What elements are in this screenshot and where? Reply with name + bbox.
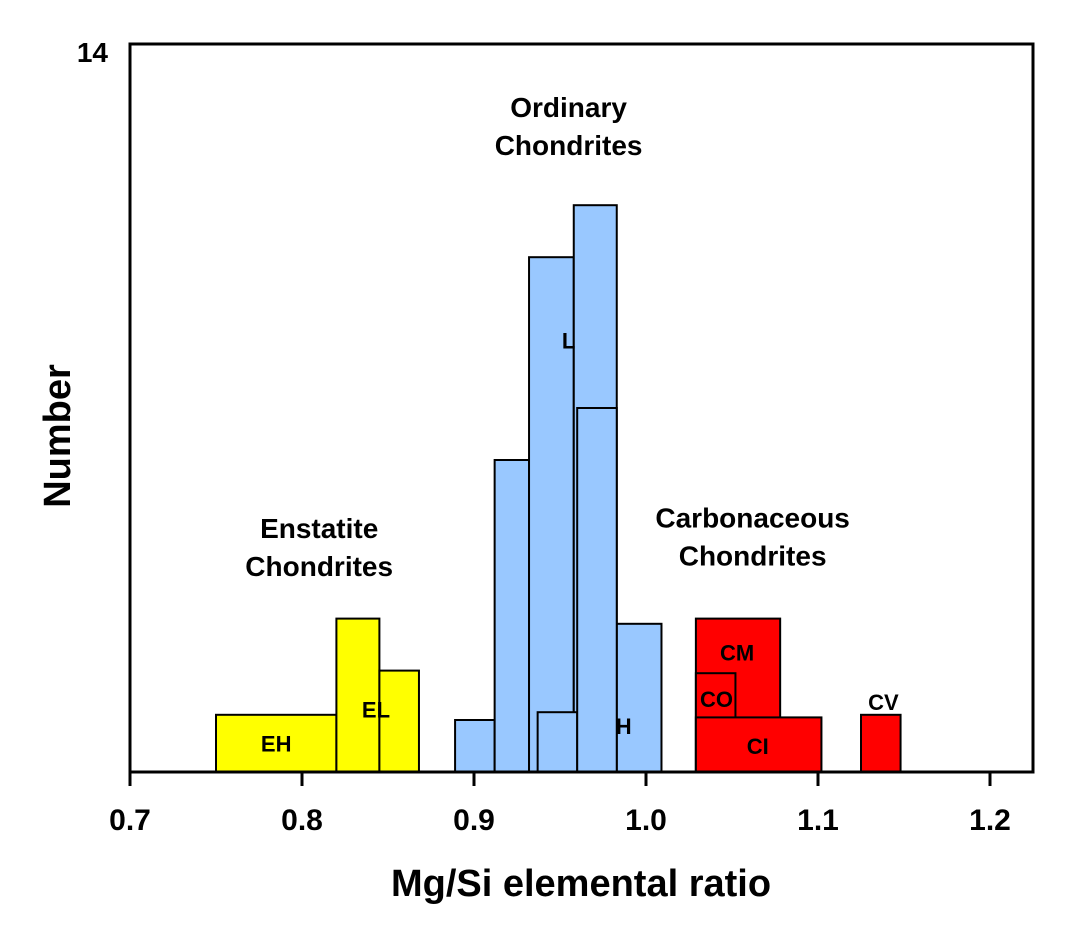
series-labels: EH EL L H CM CO CI CV	[261, 328, 899, 759]
series-label-ci: CI	[747, 734, 769, 759]
bar-l-4	[615, 622, 663, 773]
bar-cv-0	[860, 713, 902, 773]
x-tick-label-1: 0.8	[281, 804, 323, 837]
series-label-cv: CV	[868, 690, 899, 715]
x-axis-label: Mg/Si elemental ratio	[391, 863, 771, 905]
y-axis-label: Number	[37, 364, 79, 508]
group-label-0-line-1: Chondrites	[245, 551, 393, 582]
series-label-eh: EH	[261, 731, 292, 756]
group-label-1-line-1: Chondrites	[495, 130, 643, 161]
group-labels: Enstatite Chondrites Ordinary Chondrites Car…	[245, 92, 850, 582]
bar-l-1	[493, 459, 531, 773]
y-axis-ticks: 14	[77, 37, 109, 68]
series-label-cm: CM	[720, 640, 754, 665]
x-tick-label-4: 1.1	[797, 804, 839, 837]
x-tick-label-3: 1.0	[625, 804, 667, 837]
group-label-2-line-0: Carbonaceous	[655, 503, 850, 534]
x-tick-label-5: 1.2	[969, 804, 1011, 837]
y-tick-label-max: 14	[77, 37, 109, 68]
bar-h-0	[536, 711, 579, 774]
x-tick-label-2: 0.9	[453, 804, 495, 837]
plot-frame	[128, 42, 1035, 774]
x-tick-label-0: 0.7	[109, 804, 151, 837]
bar-el-0	[335, 617, 381, 773]
group-label-0-line-0: Enstatite	[260, 513, 378, 544]
bar-h-1	[576, 407, 618, 773]
bar-l-0	[454, 719, 496, 773]
histogram-bars	[215, 204, 902, 774]
x-axis-ticks: 0.7 0.8 0.9 1.0 1.1 1.2	[109, 772, 1011, 837]
series-label-h: H	[616, 714, 632, 739]
bar-eh-0	[215, 713, 338, 773]
group-label-2-line-1: Chondrites	[679, 541, 827, 572]
series-label-l: L	[562, 328, 575, 353]
series-label-el: EL	[362, 698, 390, 723]
series-label-co: CO	[700, 687, 733, 712]
group-label-1-line-0: Ordinary	[510, 92, 627, 123]
